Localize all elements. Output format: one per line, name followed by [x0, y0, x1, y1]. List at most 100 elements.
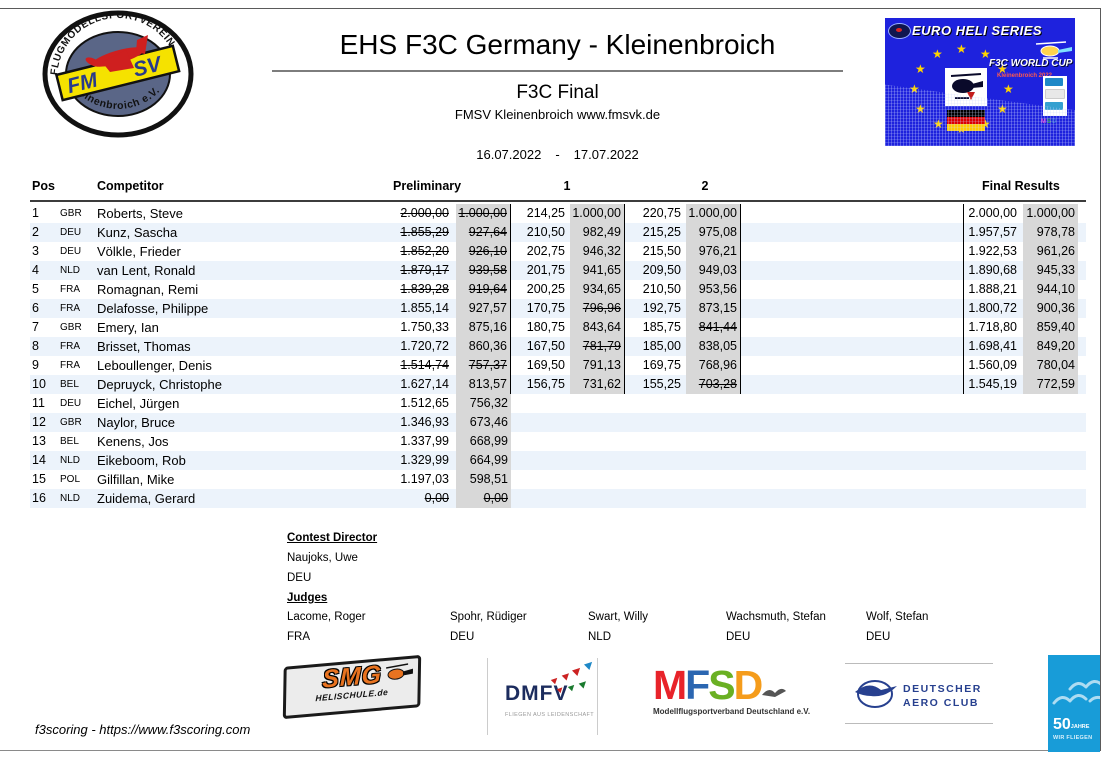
round1-score: 791,13 — [570, 356, 625, 375]
round1-points: 180,75 — [526, 320, 565, 334]
row-country: POL — [60, 474, 81, 485]
judge-name: Wolf, Stefan — [866, 611, 929, 623]
row-pos: 5 — [32, 282, 39, 296]
round1-points: 170,75 — [526, 301, 565, 315]
round2-score: 949,03 — [686, 261, 741, 280]
page-border-right — [1100, 8, 1101, 751]
round1-points: 202,75 — [526, 244, 565, 258]
judge-name: Lacome, Roger — [287, 611, 366, 623]
ehs-center-emblem-icon — [945, 68, 987, 106]
table-row: 2 DEU Kunz, Sascha 1.855,29 927,64 210,50 982,… — [30, 223, 1086, 242]
club-logo-plane-icon — [85, 35, 148, 72]
row-pos: 4 — [32, 263, 39, 277]
final-points: 1.890,68 — [963, 261, 1019, 280]
round1-points: 214,25 — [526, 206, 565, 220]
prelim-score: 927,64 — [456, 223, 511, 242]
event-subtitle: F3C Final — [516, 82, 599, 103]
ehs-mini-msd-icon: MSD — [1041, 119, 1057, 125]
jubilee-birds-icon — [1052, 680, 1100, 705]
jubilee-50-jahre-logo: 50JAHRE WIR FLIEGEN — [1048, 655, 1100, 752]
round2-score: 1.000,00 — [686, 204, 741, 223]
row-pos: 16 — [32, 491, 46, 505]
row-pos: 1 — [32, 206, 39, 220]
final-points: 1.922,53 — [963, 242, 1019, 261]
table-row: 6 FRA Delafosse, Philippe 1.855,14 927,57 170… — [30, 299, 1086, 318]
final-points: 1.957,57 — [963, 223, 1019, 242]
row-country: DEU — [60, 246, 82, 257]
final-points: 1.800,72 — [963, 299, 1019, 318]
mfsd-letters: MFSD — [653, 664, 810, 706]
row-country: BEL — [60, 379, 79, 390]
row-pos: 2 — [32, 225, 39, 239]
row-competitor: Kunz, Sascha — [97, 225, 178, 240]
table-row: 3 DEU Völkle, Frieder 1.852,20 926,10 202,75 9… — [30, 242, 1086, 261]
title-block: EHS F3C Germany - Kleinenbroich F3C Fina… — [270, 28, 845, 178]
row-pos: 9 — [32, 358, 39, 372]
column-header-round1: 1 — [563, 179, 571, 193]
mfsd-tagline: Modellflugsportverband Deutschland e.V. — [653, 707, 811, 716]
row-competitor: Kenens, Jos — [97, 434, 169, 449]
final-points: 2.000,00 — [963, 204, 1019, 223]
smg-helicopter-icon — [386, 663, 413, 680]
final-points: 1.560,09 — [963, 356, 1019, 375]
row-pos: 10 — [32, 377, 46, 391]
final-score: 945,33 — [1023, 261, 1078, 280]
row-country: FRA — [60, 284, 80, 295]
prelim-points: 1.346,93 — [400, 415, 449, 429]
round2-points: 155,25 — [642, 377, 681, 391]
row-country: GBR — [60, 208, 82, 219]
row-country: GBR — [60, 322, 82, 333]
prelim-points: 1.839,28 — [400, 282, 449, 296]
prelim-score: 598,51 — [456, 470, 511, 489]
eu-star-icon: ★ — [909, 83, 920, 95]
mfsd-bird-icon — [761, 688, 786, 697]
contest-director-label: Contest Director — [287, 532, 378, 544]
daec-rule-top — [845, 663, 993, 664]
round2-score: 703,28 — [686, 375, 741, 394]
round1-score: 946,32 — [570, 242, 625, 261]
row-country: FRA — [60, 360, 80, 371]
prelim-score: 860,36 — [456, 337, 511, 356]
table-row: 4 NLD van Lent, Ronald 1.879,17 939,58 201,75… — [30, 261, 1086, 280]
round1-points: 169,50 — [526, 358, 565, 372]
dmfv-arrow-icon: ▶ — [560, 669, 573, 682]
judge-entry: Swart, Willy NLD — [588, 611, 648, 643]
column-header-final-results: Final Results — [982, 179, 1060, 193]
judge-country: DEU — [726, 631, 751, 643]
column-header-pos: Pos — [32, 179, 55, 193]
final-score: 978,78 — [1023, 223, 1078, 242]
ehs-worldcup-title: F3C WORLD CUP — [989, 58, 1073, 69]
judge-name: Wachsmuth, Stefan — [726, 611, 826, 623]
dmfv-tagline: FLIEGEN AUS LEIDENSCHAFT — [505, 712, 595, 718]
round1-score: 1.000,00 — [570, 204, 625, 223]
round1-score: 731,62 — [570, 375, 625, 394]
jubilee-sub-text: WIR FLIEGEN — [1053, 735, 1093, 741]
table-row: 11 DEU Eichel, Jürgen 1.512,65 756,32 — [30, 394, 1086, 413]
table-row: 8 FRA Brisset, Thomas 1.720,72 860,36 167,50 7… — [30, 337, 1086, 356]
date-separator: - — [555, 147, 560, 162]
column-header-preliminary: Preliminary — [393, 179, 462, 193]
row-competitor: Delafosse, Philippe — [97, 301, 209, 316]
final-score: 772,59 — [1023, 375, 1078, 394]
row-competitor: van Lent, Ronald — [97, 263, 196, 278]
prelim-points: 1.197,03 — [400, 472, 449, 486]
eu-star-icon: ★ — [997, 103, 1008, 115]
page-title: EHS F3C Germany - Kleinenbroich — [339, 29, 776, 60]
row-country: GBR — [60, 417, 82, 428]
eu-star-icon: ★ — [932, 47, 943, 61]
judge-country: FRA — [287, 631, 310, 643]
column-header-round2: 2 — [701, 179, 709, 193]
helicopter-icon — [1035, 41, 1072, 59]
round2-score: 976,21 — [686, 242, 741, 261]
row-pos: 13 — [32, 434, 46, 448]
dmfv-rule-left — [487, 658, 488, 735]
round1-points: 167,50 — [526, 339, 565, 353]
eu-star-icon: ★ — [980, 118, 991, 130]
eu-star-icon: ★ — [997, 62, 1008, 76]
round2-points: 220,75 — [642, 206, 681, 220]
date-from: 16.07.2022 — [476, 147, 542, 162]
row-competitor: Leboullenger, Denis — [97, 358, 212, 373]
table-header-rule — [30, 200, 1086, 202]
dmfv-rule-right — [597, 658, 598, 735]
prelim-score: 673,46 — [456, 413, 511, 432]
